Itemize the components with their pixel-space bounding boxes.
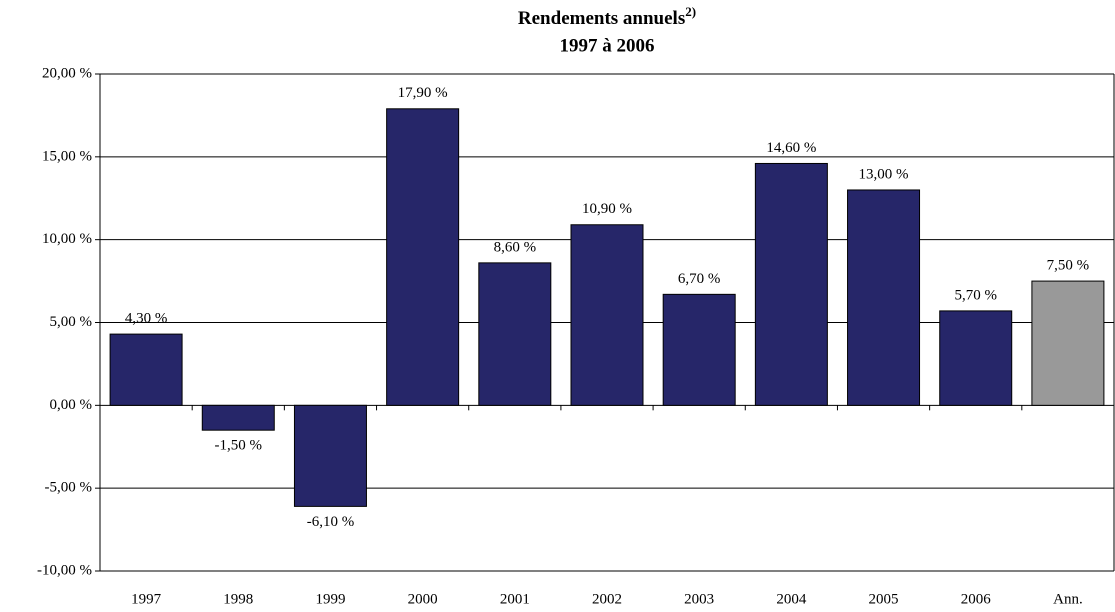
y-tick-label: 10,00 % <box>42 231 92 247</box>
value-label: 13,00 % <box>859 166 909 182</box>
x-tick-label: 2004 <box>776 591 807 607</box>
chart-title-line: Rendements annuels2) <box>518 4 696 29</box>
title-superscript: 2) <box>685 4 696 19</box>
x-tick-label: 1997 <box>131 591 162 607</box>
x-tick-label: 2000 <box>408 591 438 607</box>
bar <box>109 333 183 406</box>
y-tick-label: -5,00 % <box>45 480 93 496</box>
bar <box>754 162 828 406</box>
bar <box>570 224 644 406</box>
x-tick-label: 1999 <box>315 591 345 607</box>
chart-subtitle: 1997 à 2006 <box>560 35 655 56</box>
bar <box>478 262 552 406</box>
value-label: 5,70 % <box>954 287 997 303</box>
bar <box>1031 280 1105 406</box>
y-tick-label: 5,00 % <box>50 314 93 330</box>
value-label: 7,50 % <box>1047 258 1090 274</box>
x-tick-label: 2006 <box>961 591 992 607</box>
value-label: 8,60 % <box>494 239 537 255</box>
value-label: 17,90 % <box>398 85 448 101</box>
chart-title: Rendements annuels <box>518 8 685 29</box>
x-tick-label: 2001 <box>500 591 530 607</box>
bar <box>201 404 275 431</box>
value-label: 14,60 % <box>766 140 816 156</box>
bar <box>662 293 736 406</box>
bar <box>939 310 1013 406</box>
value-label: -6,10 % <box>307 514 355 530</box>
y-tick-label: -10,00 % <box>37 562 92 578</box>
value-label: 10,90 % <box>582 201 632 217</box>
x-tick-label: Ann. <box>1053 591 1083 607</box>
value-label: 4,30 % <box>125 311 168 327</box>
x-tick-label: 2005 <box>869 591 899 607</box>
y-tick-label: 20,00 % <box>42 65 92 81</box>
value-label: 6,70 % <box>678 271 721 287</box>
bar <box>386 108 460 406</box>
bar <box>293 404 367 507</box>
value-label: -1,50 % <box>215 438 263 454</box>
bar <box>847 189 921 406</box>
y-tick-label: 0,00 % <box>50 397 93 413</box>
x-tick-label: 2002 <box>592 591 622 607</box>
y-tick-label: 15,00 % <box>42 148 92 164</box>
x-tick-label: 2003 <box>684 591 714 607</box>
x-tick-label: 1998 <box>223 591 253 607</box>
